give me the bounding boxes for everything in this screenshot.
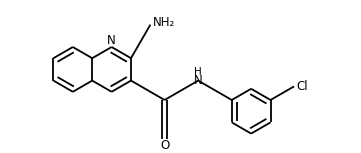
Text: O: O xyxy=(160,139,169,152)
Text: N: N xyxy=(194,74,203,87)
Text: N: N xyxy=(107,34,116,47)
Text: H: H xyxy=(194,67,202,77)
Text: NH₂: NH₂ xyxy=(153,16,175,29)
Text: Cl: Cl xyxy=(296,80,308,93)
